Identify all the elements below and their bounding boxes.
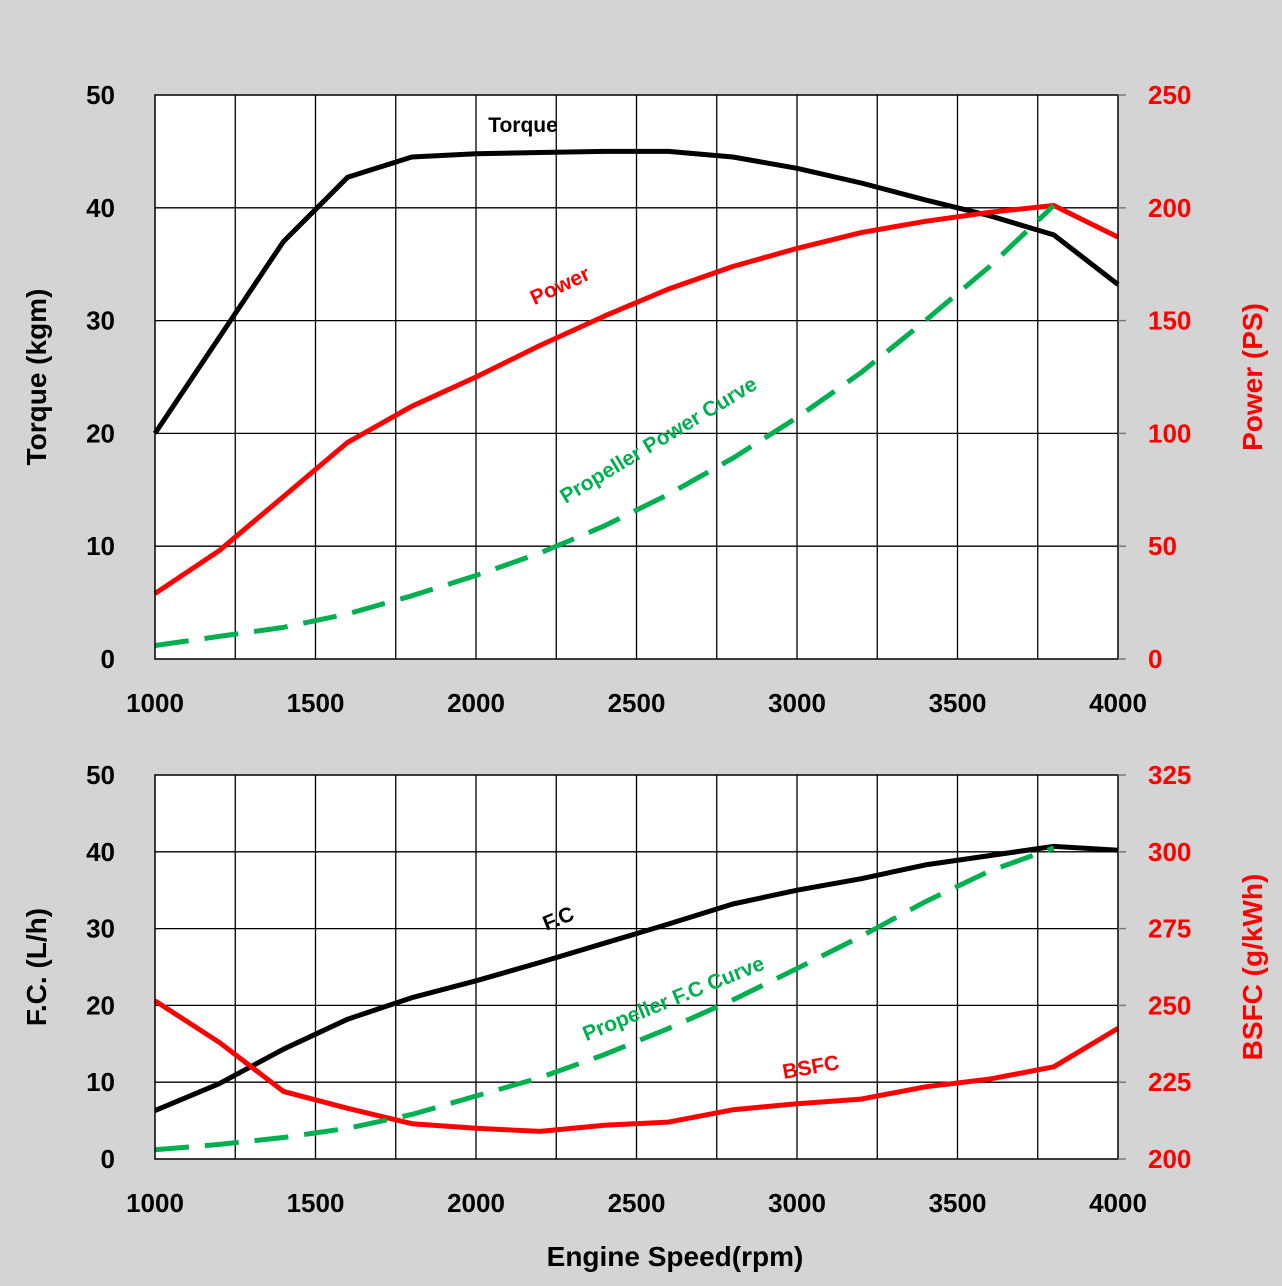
chart1-series-propeller-power-curve-line — [154, 203, 1056, 648]
chart2-x-tick-label: 2000 — [447, 1188, 505, 1218]
chart2-right-y-tick-label: 225 — [1148, 1067, 1191, 1097]
chart2-left-y-tick-label: 10 — [86, 1067, 115, 1097]
chart2-x-tick-label: 1000 — [126, 1188, 184, 1218]
chart1-frame — [154, 94, 1119, 660]
chart2-right-y-tick-label: 200 — [1148, 1144, 1191, 1174]
chart2-x-tick-label: 3500 — [929, 1188, 987, 1218]
chart2-x-tick-label: 1500 — [287, 1188, 345, 1218]
chart2-left-y-tick-label: 0 — [101, 1144, 115, 1174]
chart2-left-y-tick-label: 20 — [86, 990, 115, 1020]
chart1-series-power-line — [153, 203, 1120, 596]
chart1-left-axis-title: Torque (kgm) — [21, 289, 52, 466]
chart2-left-axis-title: F.C. (L/h) — [21, 908, 52, 1026]
chart1-left-y-tick-label: 20 — [86, 418, 115, 448]
chart1-series — [152, 148, 1120, 648]
chart1-x-tick-label: 2500 — [608, 688, 666, 718]
chart2-right-y-tick-label: 325 — [1148, 760, 1191, 790]
chart2-ticks: 1000 1500 2000 2500 3000 3500 4000 0 10 20 30 40 50 2… — [86, 760, 1191, 1218]
chart1-x-tick-label: 3000 — [768, 688, 826, 718]
chart1-x-tick-label: 1500 — [287, 688, 345, 718]
chart1-ticks: 1000 1500 2000 2500 3000 3500 4000010203040500… — [86, 80, 1191, 718]
chart2-x-tick-label: 3000 — [768, 1188, 826, 1218]
chart2-series-propeller-f-c-curve-line — [154, 845, 1055, 1153]
torque-curve-label: Torque — [488, 114, 558, 137]
chart2-right-y-tick-label: 300 — [1148, 837, 1191, 867]
chart2-left-y-tick-label: 40 — [86, 837, 115, 867]
chart1-left-y-tick-label: 10 — [86, 531, 115, 561]
chart1-x-tick-label: 1000 — [126, 688, 184, 718]
chart2-right-y-tick-label: 275 — [1148, 914, 1191, 944]
chart1-right-y-tick-label: 50 — [1148, 531, 1177, 561]
chart1-left-y-tick-label: 30 — [86, 306, 115, 336]
chart2-series — [153, 843, 1120, 1153]
chart2-grid — [155, 775, 1118, 1159]
chart1-right-y-tick-label: 200 — [1148, 193, 1191, 223]
chart2-series-bsfc-line — [153, 998, 1120, 1134]
chart1-x-tick-label: 4000 — [1089, 688, 1147, 718]
chart1-x-tick-label: 3500 — [929, 688, 987, 718]
chart2-series-f-c-line — [154, 843, 1119, 1113]
chart1-right-axis-title: Power (PS) — [1237, 303, 1268, 451]
chart2-right-axis-title: BSFC (g/kWh) — [1237, 874, 1268, 1061]
chart1-right-y-tick-label: 100 — [1148, 418, 1191, 448]
chart2-x-axis-title: Engine Speed(rpm) — [547, 1241, 804, 1272]
chart1-left-y-tick-label: 0 — [101, 644, 115, 674]
chart2-left-y-tick-label: 50 — [86, 760, 115, 790]
chart1-left-y-tick-label: 40 — [86, 193, 115, 223]
chart1-x-tick-label: 2000 — [447, 688, 505, 718]
chart2-frame — [154, 774, 1119, 1160]
chart2-x-tick-label: 4000 — [1089, 1188, 1147, 1218]
chart1-right-y-tick-label: 250 — [1148, 80, 1191, 110]
chart1-left-y-tick-label: 50 — [86, 80, 115, 110]
chart1-series-torque-line — [152, 148, 1120, 435]
torque-power-chart: 1000 1500 2000 2500 3000 3500 4000010203040500… — [21, 80, 1268, 718]
chart2-x-tick-label: 2500 — [608, 1188, 666, 1218]
fuel-consumption-chart: 1000 1500 2000 2500 3000 3500 4000 0 10 20 30 40 50 2… — [21, 760, 1268, 1272]
chart2-right-y-tick-label: 250 — [1148, 990, 1191, 1020]
chart1-right-y-tick-label: 150 — [1148, 306, 1191, 336]
chart2-left-y-tick-label: 30 — [86, 914, 115, 944]
chart1-right-y-tick-label: 0 — [1148, 644, 1162, 674]
